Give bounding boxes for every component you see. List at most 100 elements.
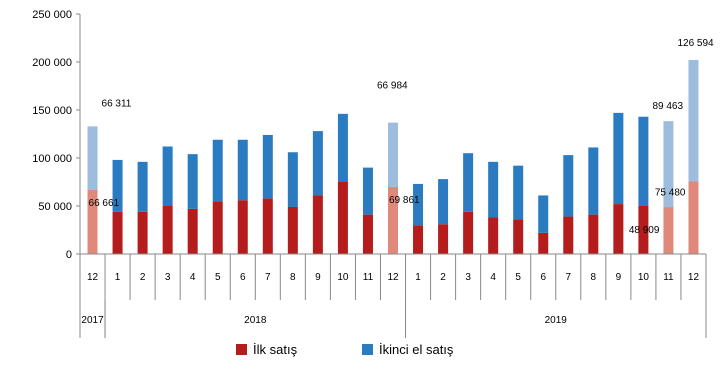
legend: İlk satış İkinci el satış xyxy=(0,340,726,364)
bar-ilk-satis xyxy=(663,207,674,254)
bar-ikinci-el-satis xyxy=(663,121,674,208)
x-tick-label: 12 xyxy=(387,272,399,283)
x-tick-label: 5 xyxy=(215,272,221,283)
data-label: 66 661 xyxy=(89,198,120,209)
bar-ilk-satis xyxy=(463,211,474,254)
bar-ikinci-el-satis xyxy=(137,161,148,212)
year-label: 2017 xyxy=(81,315,104,326)
year-label: 2018 xyxy=(244,315,267,326)
bars xyxy=(87,60,699,254)
x-tick-label: 12 xyxy=(87,272,99,283)
x-tick-label: 3 xyxy=(465,272,471,283)
bar-ilk-satis xyxy=(638,206,649,254)
bar-ikinci-el-satis xyxy=(237,139,248,201)
y-tick-label: 250 000 xyxy=(32,9,72,21)
legend-label-ilk-satis: İlk satış xyxy=(253,342,298,357)
x-tick-label: 9 xyxy=(616,272,622,283)
bar-ilk-satis xyxy=(488,217,499,254)
x-tick-label: 4 xyxy=(490,272,496,283)
bar-ikinci-el-satis xyxy=(388,122,398,187)
x-tick-label: 5 xyxy=(515,272,521,283)
bar-ilk-satis xyxy=(513,219,524,254)
x-tick-label: 12 xyxy=(688,272,700,283)
bar-ilk-satis xyxy=(613,204,624,254)
bar-ikinci-el-satis xyxy=(112,159,123,212)
bar-ikinci-el-satis xyxy=(337,113,348,182)
x-tick-label: 1 xyxy=(115,272,121,283)
data-label: 75 480 xyxy=(655,188,686,199)
x-tick-label: 1 xyxy=(415,272,421,283)
bar-ilk-satis xyxy=(87,190,98,254)
bar-ilk-satis xyxy=(287,206,298,254)
bar-ikinci-el-satis xyxy=(413,183,424,226)
x-tick-label: 6 xyxy=(240,272,246,283)
bar-ilk-satis xyxy=(588,214,599,254)
bar-ilk-satis xyxy=(362,214,373,254)
x-tick-label: 8 xyxy=(290,272,296,283)
data-label: 48 909 xyxy=(629,225,660,236)
bar-ikinci-el-satis xyxy=(212,139,223,202)
x-tick-label: 2 xyxy=(140,272,146,283)
x-tick-label: 6 xyxy=(540,272,546,283)
x-tick-label: 7 xyxy=(265,272,271,283)
bar-ikinci-el-satis xyxy=(513,165,524,220)
bar-ikinci-el-satis xyxy=(362,167,373,215)
bar-ilk-satis xyxy=(212,201,223,254)
data-label: 89 463 xyxy=(652,101,683,112)
x-tick-label: 11 xyxy=(363,272,374,283)
bar-ilk-satis xyxy=(688,181,699,254)
x-tick-label: 2 xyxy=(440,272,446,283)
bar-ikinci-el-satis xyxy=(187,154,198,209)
bar-ikinci-el-satis xyxy=(488,161,499,218)
legend-label-ikinci-el-satis: İkinci el satış xyxy=(379,342,454,357)
x-tick-label: 9 xyxy=(315,272,321,283)
x-tick-label: 8 xyxy=(591,272,597,283)
data-label: 126 594 xyxy=(677,38,714,49)
x-tick-label: 10 xyxy=(638,272,650,283)
bar-ikinci-el-satis xyxy=(588,147,599,215)
bar-ilk-satis xyxy=(262,198,273,254)
bar-ilk-satis xyxy=(187,208,198,254)
bar-ikinci-el-satis xyxy=(262,134,273,199)
data-label: 69 861 xyxy=(389,195,420,206)
y-tick-label: 150 000 xyxy=(32,105,72,117)
bar-ikinci-el-satis xyxy=(162,146,173,206)
y-tick-label: 100 000 xyxy=(32,153,72,165)
bar-ilk-satis xyxy=(237,200,248,254)
bar-ilk-satis xyxy=(337,182,348,254)
bar-ilk-satis xyxy=(563,216,574,254)
legend-swatch-ikinci-el-satis xyxy=(362,344,373,355)
bar-ikinci-el-satis xyxy=(638,116,649,206)
bar-ilk-satis xyxy=(413,225,424,254)
bar-ilk-satis xyxy=(312,195,323,254)
x-tick-label: 11 xyxy=(663,272,674,283)
data-labels: 66 661 66 311 69 861 66 984 48 909 89 463 75 4… xyxy=(89,38,715,236)
bar-ikinci-el-satis xyxy=(87,126,98,191)
bar-ikinci-el-satis xyxy=(563,155,574,217)
year-label: 2019 xyxy=(545,315,568,326)
legend-swatch-ilk-satis xyxy=(236,344,247,355)
bar-ilk-satis xyxy=(112,211,123,254)
x-tick-label: 4 xyxy=(190,272,196,283)
bar-ilk-satis xyxy=(137,211,148,254)
bar-ilk-satis xyxy=(162,206,173,254)
legend-item-ilk-satis: İlk satış xyxy=(236,342,297,357)
x-tick-label: 7 xyxy=(565,272,571,283)
bar-ikinci-el-satis xyxy=(463,153,474,212)
y-tick-label: 50 000 xyxy=(38,201,72,213)
y-tick-label: 200 000 xyxy=(32,57,72,69)
bar-ikinci-el-satis xyxy=(538,195,549,233)
legend-item-ikinci-el-satis: İkinci el satış xyxy=(362,342,453,357)
bar-ikinci-el-satis xyxy=(287,152,298,207)
bar-ikinci-el-satis xyxy=(312,131,323,196)
x-tick-label: 3 xyxy=(165,272,171,283)
bar-ilk-satis xyxy=(438,224,449,254)
data-label: 66 984 xyxy=(377,81,408,92)
bar-ilk-satis xyxy=(388,186,398,254)
bar-ikinci-el-satis xyxy=(688,60,699,182)
y-tick-label: 0 xyxy=(66,249,72,261)
bar-ikinci-el-satis xyxy=(438,179,449,225)
bar-ilk-satis xyxy=(538,232,549,254)
